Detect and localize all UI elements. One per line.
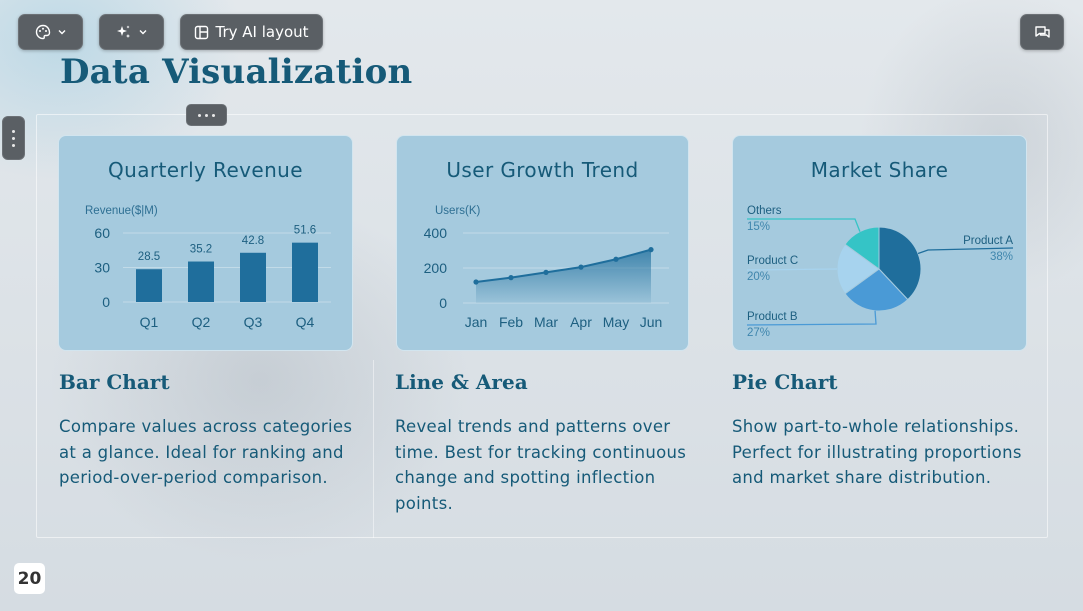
x-tick-label: Q3 bbox=[244, 314, 263, 330]
line-chart-card[interactable]: User Growth Trend Users(K) 0 200 400 Jan Feb M… bbox=[396, 135, 689, 351]
pie-chart-description: Show part-to-whole relationships. Perfec… bbox=[732, 417, 1022, 487]
bar bbox=[136, 269, 162, 302]
sparkles-icon bbox=[115, 24, 132, 41]
bar bbox=[188, 261, 214, 302]
page-number: 20 bbox=[14, 563, 45, 594]
x-tick-label: Mar bbox=[534, 314, 558, 330]
y-tick-label: 60 bbox=[94, 225, 110, 241]
bar-chart-description: Compare values across categories at a gl… bbox=[59, 417, 353, 487]
slice-value-label: 15% bbox=[747, 221, 770, 233]
leader-line bbox=[746, 268, 838, 271]
data-point bbox=[578, 264, 584, 270]
x-tick-label: Q2 bbox=[192, 314, 211, 330]
line-chart: Users(K) 0 200 400 Jan Feb Mar Apr May Jun bbox=[424, 205, 669, 330]
block-drag-handle[interactable] bbox=[186, 104, 227, 126]
line-chart-title: User Growth Trend bbox=[446, 158, 639, 182]
leader-line bbox=[747, 218, 861, 232]
side-drag-handle[interactable] bbox=[2, 116, 25, 160]
pie-chart-title: Market Share bbox=[810, 158, 949, 182]
bar-value-label: 35.2 bbox=[190, 244, 212, 256]
comment-button[interactable] bbox=[1020, 14, 1064, 50]
y-tick-label: 30 bbox=[94, 260, 110, 276]
series-line bbox=[475, 248, 652, 283]
selection-frame bbox=[36, 114, 1048, 538]
x-tick-label: Apr bbox=[570, 314, 592, 330]
palette-icon bbox=[35, 24, 51, 40]
chevron-down-icon bbox=[57, 27, 67, 37]
line-chart-description: Reveal trends and patterns over time. Be… bbox=[395, 417, 687, 513]
layout-icon bbox=[194, 25, 209, 40]
x-tick-label: Feb bbox=[499, 314, 523, 330]
bar-chart-title: Quarterly Revenue bbox=[108, 158, 303, 182]
pie-chart-heading: Pie Chart bbox=[732, 370, 838, 394]
try-ai-layout-button[interactable]: Try AI layout bbox=[180, 14, 323, 50]
leader-line bbox=[917, 247, 1014, 255]
data-point bbox=[473, 279, 479, 285]
slice-name-label: Product C bbox=[747, 255, 798, 267]
y-tick-label: 400 bbox=[424, 225, 448, 241]
slice-name-label: Product B bbox=[747, 311, 798, 323]
chevron-down-icon bbox=[138, 27, 148, 37]
y-tick-label: 200 bbox=[424, 260, 448, 276]
bar-value-label: 51.6 bbox=[294, 225, 316, 237]
y-tick-label: 0 bbox=[102, 294, 110, 310]
pie-slice bbox=[878, 226, 922, 301]
data-point bbox=[508, 275, 514, 281]
y-axis-label: Users(K) bbox=[435, 205, 481, 217]
bar-value-label: 28.5 bbox=[138, 251, 160, 263]
data-point bbox=[543, 269, 549, 275]
data-point bbox=[648, 247, 654, 253]
slice-name-label: Product A bbox=[963, 235, 1013, 247]
x-tick-label: Jan bbox=[465, 314, 488, 330]
slice-value-label: 27% bbox=[747, 327, 770, 339]
bar-value-label: 42.8 bbox=[242, 235, 264, 247]
slice-value-label: 20% bbox=[747, 271, 770, 283]
page-title: Data Visualization bbox=[60, 52, 413, 92]
x-tick-label: Q4 bbox=[296, 314, 315, 330]
slice-name-label: Others bbox=[747, 205, 782, 217]
slice-value-label: 38% bbox=[990, 251, 1013, 263]
area-fill bbox=[476, 249, 651, 303]
leader-line bbox=[746, 310, 877, 326]
bar-chart-card[interactable]: Quarterly Revenue Revenue($|M) 0 30 60 28.5 Q… bbox=[58, 135, 353, 351]
comment-icon bbox=[1034, 25, 1051, 40]
theme-button[interactable] bbox=[18, 14, 83, 50]
bar-chart: Revenue($|M) 0 30 60 28.5 Q1 35.2 Q2 42.8 Q3 51.6 Q… bbox=[85, 205, 331, 330]
bar bbox=[292, 242, 318, 302]
magic-button[interactable] bbox=[99, 14, 164, 50]
pie-chart-card[interactable]: Market Share Product A 38% Product B 27% Pro… bbox=[732, 135, 1027, 351]
x-tick-label: Q1 bbox=[140, 314, 159, 330]
bar-chart-heading: Bar Chart bbox=[59, 370, 170, 394]
y-tick-label: 0 bbox=[439, 295, 447, 311]
line-chart-heading: Line & Area bbox=[395, 370, 528, 394]
frame-divider bbox=[373, 360, 374, 538]
data-point bbox=[613, 256, 619, 262]
y-axis-label: Revenue($|M) bbox=[85, 205, 158, 217]
pie-chart: Product A 38% Product B 27% Product C 20% Othe… bbox=[746, 205, 1014, 339]
x-tick-label: May bbox=[603, 314, 629, 330]
try-ai-layout-label: Try AI layout bbox=[215, 23, 309, 41]
x-tick-label: Jun bbox=[640, 314, 663, 330]
bar bbox=[240, 252, 266, 302]
